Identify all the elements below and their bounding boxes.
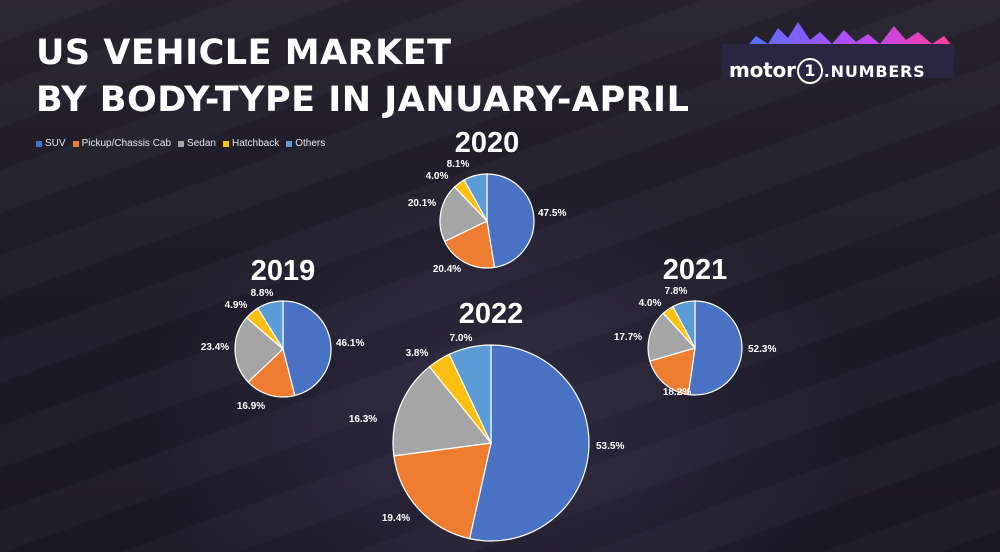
data-label-2019-hatchback: 4.9% — [225, 300, 248, 311]
data-label-2019-pickup-chassis-cab: 16.9% — [237, 401, 265, 412]
data-label-2021-sedan: 17.7% — [614, 332, 642, 343]
legend-item-suv: SUV — [36, 138, 66, 149]
pie-slice-2019-suv — [282, 300, 332, 397]
pie-slice-2020-others — [463, 173, 488, 224]
pie-chart-2019: 2019 46.1% 16.9% 23.4% 4.9%8.8% — [201, 255, 365, 412]
data-label-2020-others: 8.1% — [447, 159, 470, 170]
data-label-2021-suv: 52.3% — [748, 344, 776, 355]
legend-swatch-others — [286, 140, 293, 147]
pie-slice-2020-pickup-chassis-cab — [443, 220, 496, 269]
legend-swatch-sedan — [178, 140, 185, 147]
title-line-2: BY BODY-TYPE IN JANUARY-APRIL — [36, 80, 690, 120]
legend-item-sedan: Sedan — [178, 138, 216, 149]
data-label-2021-others: 7.8% — [665, 286, 688, 297]
pie-slice-2019-pickup-chassis-cab — [247, 347, 296, 398]
year-title-2019: 2019 — [251, 255, 316, 287]
legend-swatch-suv — [36, 140, 42, 147]
title-line-1: US VEHICLE MARKET — [36, 33, 452, 73]
pie-slice-2022-suv — [468, 344, 590, 542]
pie-slice-2020-suv — [486, 173, 535, 269]
data-label-2021-hatchback: 4.0% — [639, 298, 662, 309]
legend-item-hatchback: Hatchback — [222, 138, 280, 149]
pie-chart-2021: 2021 52.3% 18.2% 17.7% 4.0%7.8% — [614, 254, 777, 398]
data-label-2021-pickup-chassis-cab: 18.2% — [663, 387, 691, 398]
logo-wordmark: motor 1 .NUMBERS — [729, 58, 926, 84]
legend-label-pickup: Pickup/Chassis Cab — [81, 138, 172, 149]
year-title-2020: 2020 — [455, 127, 520, 159]
legend-swatch-hatchback — [222, 140, 229, 147]
data-label-2020-hatchback: 4.0% — [426, 171, 449, 182]
logo-numbers-text: .NUMBERS — [823, 62, 926, 81]
pie-slice-2019-sedan — [234, 316, 284, 383]
data-label-2020-sedan: 20.1% — [408, 198, 436, 209]
pie-slice-2021-suv — [687, 300, 743, 396]
legend-swatch-pickup — [72, 140, 79, 147]
data-label-2019-sedan: 23.4% — [201, 342, 229, 353]
year-title-2021: 2021 — [663, 254, 728, 286]
data-label-2020-pickup-chassis-cab: 20.4% — [433, 264, 461, 275]
pie-slice-2021-pickup-chassis-cab — [649, 347, 696, 396]
legend-label-others: Others — [295, 138, 326, 149]
logo-motor-text: motor — [729, 58, 796, 82]
legend-label-suv: SUV — [45, 138, 66, 149]
legend-item-pickup: Pickup/Chassis Cab — [72, 138, 172, 149]
data-label-2022-suv: 53.5% — [596, 441, 624, 452]
logo-one-circle: 1 — [796, 58, 823, 84]
data-label-2022-hatchback: 3.8% — [406, 348, 429, 359]
pie-slice-2019-others — [256, 300, 284, 352]
pie-chart-2022: 2022 53.5% 19.4% 16.3% 3.8% 7.0% — [349, 298, 624, 542]
pie-slice-2021-others — [672, 300, 696, 349]
data-label-2020-suv: 47.5% — [538, 208, 566, 219]
pie-chart-2020: 2020 47.5% 20.4% 20.1% 4.0%8.1% — [408, 127, 567, 275]
motor1-numbers-logo: motor 1 .NUMBERS — [722, 14, 954, 84]
data-label-2019-suv: 46.1% — [336, 338, 364, 349]
data-label-2022-others: 7.0% — [450, 333, 473, 344]
data-label-2022-sedan: 16.3% — [349, 414, 377, 425]
legend-item-others: Others — [286, 138, 325, 149]
pie-slice-2021-sedan — [647, 312, 697, 362]
year-title-2022: 2022 — [459, 298, 524, 330]
pie-slice-2022-sedan — [392, 365, 493, 457]
pie-slice-2020-sedan — [439, 186, 489, 243]
data-label-2022-pickup-chassis-cab: 19.4% — [382, 513, 410, 524]
data-label-2019-others: 8.8% — [251, 288, 274, 299]
page-title: US VEHICLE MARKET BY BODY-TYPE IN JANUAR… — [36, 30, 689, 124]
logo-skyline-graphic — [722, 22, 954, 78]
pie-slice-2022-pickup-chassis-cab — [393, 442, 492, 540]
chart-legend: SUV Pickup/Chassis Cab Sedan Hatchback O… — [36, 138, 325, 149]
pie-slice-2022-others — [448, 344, 492, 444]
legend-label-sedan: Sedan — [187, 138, 216, 149]
legend-label-hatchback: Hatchback — [231, 138, 280, 149]
